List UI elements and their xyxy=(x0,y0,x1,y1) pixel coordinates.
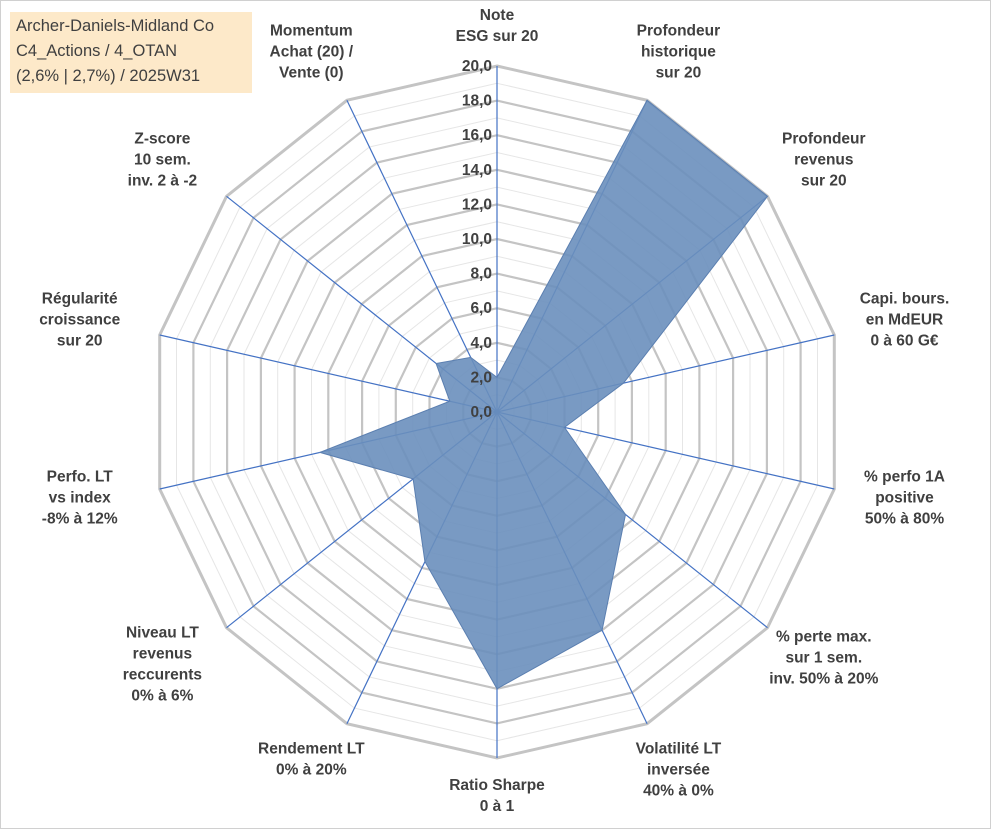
axis-label: Ratio Sharpe 0 à 1 xyxy=(449,777,545,815)
axis-spoke xyxy=(159,334,498,413)
tick-label: 18,0 xyxy=(462,93,492,110)
tick-label: 2,0 xyxy=(470,369,492,386)
tick-label: 8,0 xyxy=(470,266,492,283)
axis-label: Régularité croissance sur 20 xyxy=(39,291,120,350)
tick-label: 14,0 xyxy=(462,162,492,179)
info-category: C4_Actions / 4_OTAN xyxy=(16,42,178,60)
tick-label: 0,0 xyxy=(470,404,492,421)
info-company: Archer-Daniels-Midland Co xyxy=(16,17,215,35)
axis-label: % perte max. sur 1 sem. inv. 50% à 20% xyxy=(769,629,878,688)
axis-label: Volatilité LT inversée 40% à 0% xyxy=(636,741,722,800)
axis-label: Momentum Achat (20) / Vente (0) xyxy=(270,22,354,81)
axis-label: Profondeur revenus sur 20 xyxy=(782,130,866,189)
axis-label: Capi. bours. en MdEUR 0 à 60 G€ xyxy=(860,291,950,350)
axis-label: Perfo. LT vs index -8% à 12% xyxy=(42,468,118,527)
axis-label: Profondeur historique sur 20 xyxy=(637,22,721,81)
tick-label: 10,0 xyxy=(462,231,492,248)
tick-label: 20,0 xyxy=(462,58,492,75)
axis-label: Note ESG sur 20 xyxy=(456,7,539,45)
tick-label: 16,0 xyxy=(462,127,492,144)
info-box: Archer-Daniels-Midland Co C4_Actions / 4… xyxy=(10,12,252,93)
axis-label: Rendement LT 0% à 20% xyxy=(258,741,365,779)
tick-label: 6,0 xyxy=(470,300,492,317)
info-period: (2,6% | 2,7%) / 2025W31 xyxy=(16,67,201,85)
axis-label: Niveau LT revenus reccurents 0% à 6% xyxy=(123,625,202,705)
axis-label: Z-score 10 sem. inv. 2 à -2 xyxy=(128,130,198,189)
tick-label: 4,0 xyxy=(470,335,492,352)
axis-label: % perfo 1A positive 50% à 80% xyxy=(864,468,945,527)
tick-label: 12,0 xyxy=(462,196,492,213)
